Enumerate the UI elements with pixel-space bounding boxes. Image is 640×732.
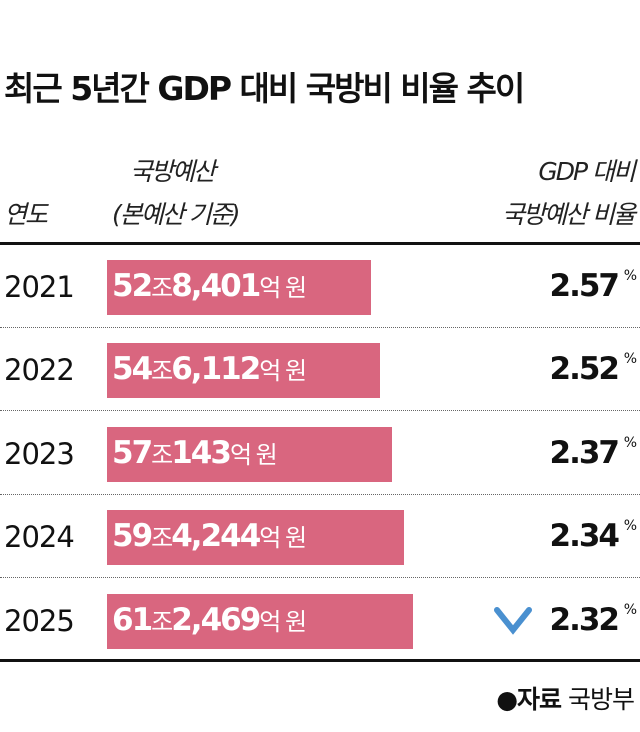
budget-bar (107, 594, 413, 649)
jo-unit: 조 (151, 357, 173, 385)
ratio-value: 2.37 (549, 435, 620, 471)
percent-sign: % (623, 602, 637, 618)
percent-sign: % (623, 435, 637, 451)
budget-bar (107, 343, 380, 398)
budget-bar (107, 510, 404, 565)
row-divider (0, 327, 640, 328)
header-ratio-line2: 국방예산 비율 (502, 200, 636, 229)
eok-value: 6,112 (171, 351, 261, 387)
budget-bar (107, 260, 371, 315)
year-label: 2025 (4, 604, 75, 638)
budget-label: 59조4,244억 원 (112, 518, 307, 554)
eok-value: 4,244 (171, 518, 261, 554)
budget-label: 57조143억 원 (112, 435, 278, 471)
eok-value: 143 (171, 435, 232, 471)
arrow-head (494, 607, 532, 635)
ratio-value: 2.57 (549, 268, 620, 304)
jo-value: 57 (112, 435, 153, 471)
year-label: 2021 (4, 270, 75, 304)
ratio-value: 2.32 (549, 602, 620, 638)
eok-unit: 억 원 (259, 608, 307, 636)
eok-unit: 억 원 (259, 357, 307, 385)
jo-unit: 조 (151, 608, 173, 636)
year-label: 2022 (4, 353, 75, 387)
ratio-value: 2.52 (549, 351, 620, 387)
budget-bar (107, 427, 392, 482)
percent-sign: % (623, 351, 637, 367)
budget-label: 52조8,401억 원 (112, 268, 307, 304)
eok-unit: 억 원 (259, 274, 307, 302)
header-year: 연도 (4, 200, 48, 229)
percent-sign: % (623, 518, 637, 534)
chart-title: 최근 5년간 GDP 대비 국방비 비율 추이 (4, 69, 525, 108)
row-divider (0, 410, 640, 411)
jo-unit: 조 (151, 274, 173, 302)
jo-value: 52 (112, 268, 153, 304)
jo-value: 61 (112, 602, 153, 638)
jo-unit: 조 (151, 441, 173, 469)
budget-label: 54조6,112억 원 (112, 351, 307, 387)
source-value: 국방부 (567, 685, 635, 714)
budget-label: 61조2,469억 원 (112, 602, 307, 638)
jo-value: 54 (112, 351, 153, 387)
header-budget-line1: 국방예산 (130, 157, 216, 186)
ratio-value: 2.34 (549, 518, 620, 554)
eok-unit: 억 원 (229, 441, 278, 469)
year-label: 2024 (4, 520, 75, 554)
eok-value: 8,401 (171, 268, 261, 304)
percent-sign: % (623, 268, 637, 284)
jo-unit: 조 (151, 524, 173, 552)
header-rule (0, 242, 640, 245)
row-divider (0, 494, 640, 495)
eok-value: 2,469 (171, 602, 261, 638)
eok-unit: 억 원 (259, 524, 307, 552)
header-ratio-line1: GDP 대비 (538, 157, 636, 186)
jo-value: 59 (112, 518, 153, 554)
footer-rule (0, 659, 640, 662)
trend-arrow-icon (494, 270, 532, 635)
source-label: ●자료 (496, 685, 562, 714)
header-budget-line2: (본예산 기준) (112, 200, 240, 229)
source: ●자료 국방부 (496, 680, 635, 716)
year-label: 2023 (4, 437, 75, 471)
row-divider (0, 577, 640, 578)
